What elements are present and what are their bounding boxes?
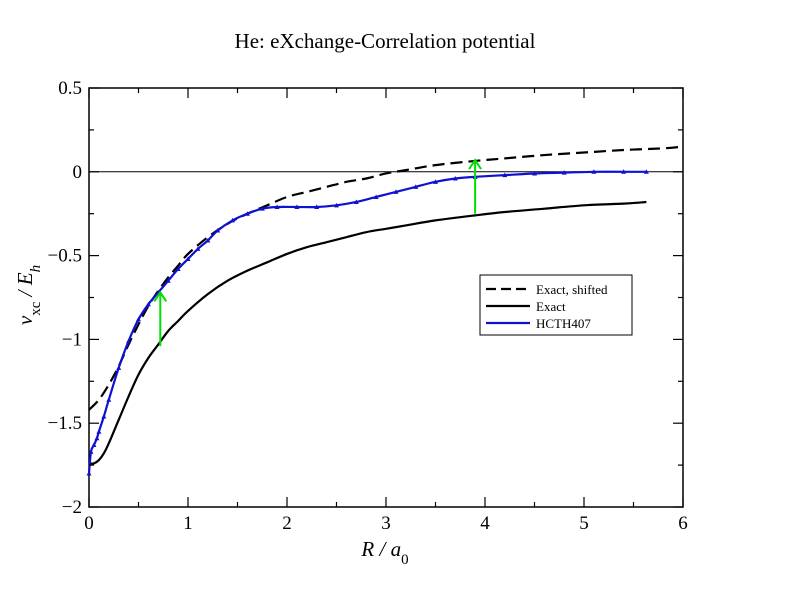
data-point-hcth407 bbox=[106, 397, 112, 402]
x-tick-label: 1 bbox=[183, 513, 193, 534]
x-tick-label: 3 bbox=[381, 513, 391, 534]
shift-arrow-head bbox=[468, 158, 482, 170]
x-tick-label: 0 bbox=[84, 513, 94, 534]
x-tick-label: 5 bbox=[579, 513, 589, 534]
legend-label: HCTH407 bbox=[536, 316, 591, 331]
y-axis-label: vxc / Eh bbox=[13, 265, 44, 325]
legend-label: Exact, shifted bbox=[536, 282, 608, 297]
x-axis-ticks: 0 1 2 3 4 5 6 bbox=[84, 88, 688, 534]
data-point-hcth407 bbox=[433, 179, 438, 184]
data-point-hcth407 bbox=[413, 184, 419, 189]
data-point-hcth407 bbox=[373, 194, 379, 199]
data-point-hcth407 bbox=[230, 217, 236, 223]
data-point-hcth407 bbox=[94, 435, 100, 441]
legend-label: Exact bbox=[536, 299, 566, 314]
legend: Exact, shifted Exact HCTH407 bbox=[479, 274, 633, 336]
x-tick-label: 6 bbox=[678, 513, 688, 534]
data-point-hcth407 bbox=[86, 470, 92, 476]
data-point-hcth407 bbox=[294, 204, 300, 209]
data-point-hcth407 bbox=[353, 199, 359, 204]
data-point-hcth407 bbox=[185, 256, 191, 261]
x-tick-label: 4 bbox=[480, 513, 490, 534]
data-point-hcth407 bbox=[244, 211, 250, 216]
data-point-hcth407 bbox=[126, 338, 132, 344]
y-tick-label: −1 bbox=[62, 329, 82, 350]
data-point-hcth407 bbox=[145, 301, 151, 307]
series-layer bbox=[86, 145, 684, 476]
data-point-hcth407 bbox=[96, 429, 102, 434]
data-point-hcth407 bbox=[643, 169, 649, 174]
data-point-hcth407 bbox=[101, 413, 107, 419]
data-point-hcth407 bbox=[393, 189, 399, 194]
data-point-hcth407 bbox=[274, 204, 280, 209]
data-point-hcth407 bbox=[136, 316, 141, 322]
data-point-hcth407 bbox=[502, 172, 508, 178]
data-point-hcth407 bbox=[195, 246, 201, 251]
chart-title: He: eXchange-Correlation potential bbox=[235, 29, 536, 53]
y-tick-label: −1.5 bbox=[48, 413, 82, 434]
data-point-hcth407 bbox=[165, 278, 171, 283]
data-point-hcth407 bbox=[91, 442, 97, 447]
y-axis-ticks: 0.5 0 −0.5 −1 −1.5 −2 bbox=[48, 78, 683, 518]
data-point-hcth407 bbox=[215, 227, 221, 233]
y-tick-label: −2 bbox=[62, 497, 82, 518]
data-point-hcth407 bbox=[452, 176, 458, 181]
data-point-hcth407 bbox=[591, 169, 597, 174]
y-tick-label: 0.5 bbox=[58, 78, 82, 99]
data-point-hcth407 bbox=[314, 204, 320, 209]
x-axis-label: R / a0 bbox=[360, 537, 408, 568]
series-line-hcth407 bbox=[87, 170, 647, 474]
data-point-hcth407 bbox=[334, 202, 339, 208]
series-line-exact bbox=[88, 200, 647, 465]
series-line-exact-shifted bbox=[88, 145, 684, 411]
data-point-hcth407 bbox=[205, 238, 211, 243]
annotation-arrows bbox=[153, 158, 482, 347]
data-point-hcth407 bbox=[561, 170, 567, 175]
data-point-hcth407 bbox=[175, 266, 181, 272]
data-point-hcth407 bbox=[88, 449, 94, 454]
y-tick-label: 0 bbox=[73, 162, 83, 183]
y-tick-label: −0.5 bbox=[48, 246, 82, 267]
data-point-hcth407 bbox=[532, 170, 537, 176]
data-point-hcth407 bbox=[116, 365, 122, 370]
data-point-hcth407 bbox=[621, 169, 627, 174]
shift-arrow-head bbox=[153, 290, 168, 303]
x-tick-label: 2 bbox=[282, 513, 292, 534]
data-point-hcth407 bbox=[259, 206, 265, 211]
